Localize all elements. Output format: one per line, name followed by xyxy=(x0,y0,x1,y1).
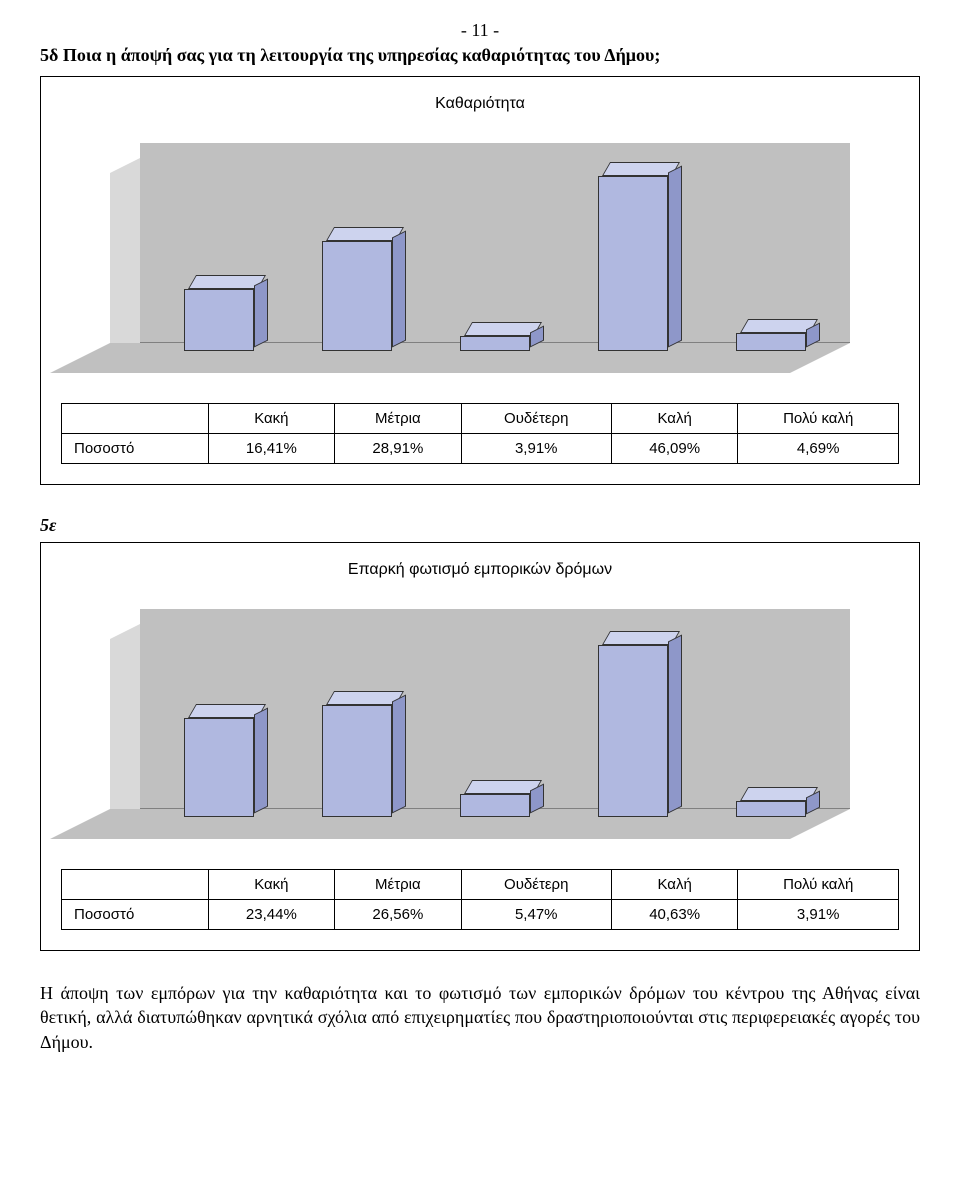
chart2-plot xyxy=(110,609,850,839)
table-corner xyxy=(62,870,209,900)
table-cell: 26,56% xyxy=(335,900,461,930)
table-corner xyxy=(62,404,209,434)
chart1-table: ΚακήΜέτριαΟυδέτερηΚαλήΠολύ καλή Ποσοστό1… xyxy=(61,403,899,464)
bar xyxy=(598,176,668,351)
chart2-box: Επαρκή φωτισμό εμπορικών δρόμων ΚακήΜέτρ… xyxy=(40,542,920,951)
column-header: Μέτρια xyxy=(335,870,461,900)
column-header: Ουδέτερη xyxy=(461,870,611,900)
chart1-plot xyxy=(110,143,850,373)
page-number: - 11 - xyxy=(40,20,920,41)
table-cell: 28,91% xyxy=(335,434,461,464)
bar xyxy=(184,718,254,817)
row-label: Ποσοστό xyxy=(62,434,209,464)
bar xyxy=(598,645,668,817)
bar xyxy=(460,794,530,817)
table-cell: 23,44% xyxy=(208,900,334,930)
row-label: Ποσοστό xyxy=(62,900,209,930)
chart1-box: Καθαριότητα ΚακήΜέτριαΟυδέτερηΚαλήΠολύ κ… xyxy=(40,76,920,485)
column-header: Ουδέτερη xyxy=(461,404,611,434)
table-cell: 46,09% xyxy=(611,434,737,464)
column-header: Πολύ καλή xyxy=(738,404,899,434)
column-header: Μέτρια xyxy=(335,404,461,434)
question-5d: 5δ Ποια η άποψή σας για τη λειτουργία τη… xyxy=(40,45,920,66)
chart1-title: Καθαριότητα xyxy=(61,95,899,113)
column-header: Κακή xyxy=(208,870,334,900)
bar xyxy=(322,705,392,817)
bar xyxy=(460,336,530,351)
table-cell: 16,41% xyxy=(208,434,334,464)
table-cell: 40,63% xyxy=(611,900,737,930)
column-header: Καλή xyxy=(611,870,737,900)
column-header: Πολύ καλή xyxy=(738,870,899,900)
table-cell: 4,69% xyxy=(738,434,899,464)
chart2-table: ΚακήΜέτριαΟυδέτερηΚαλήΠολύ καλή Ποσοστό2… xyxy=(61,869,899,930)
bar xyxy=(184,289,254,351)
bar xyxy=(736,333,806,351)
column-header: Κακή xyxy=(208,404,334,434)
table-cell: 3,91% xyxy=(461,434,611,464)
chart2-title: Επαρκή φωτισμό εμπορικών δρόμων xyxy=(61,561,899,579)
column-header: Καλή xyxy=(611,404,737,434)
bar xyxy=(322,241,392,351)
table-cell: 5,47% xyxy=(461,900,611,930)
table-cell: 3,91% xyxy=(738,900,899,930)
section-5e-label: 5ε xyxy=(40,515,920,536)
body-text: Η άποψη των εμπόρων για την καθαριότητα … xyxy=(40,981,920,1054)
bar xyxy=(736,801,806,818)
